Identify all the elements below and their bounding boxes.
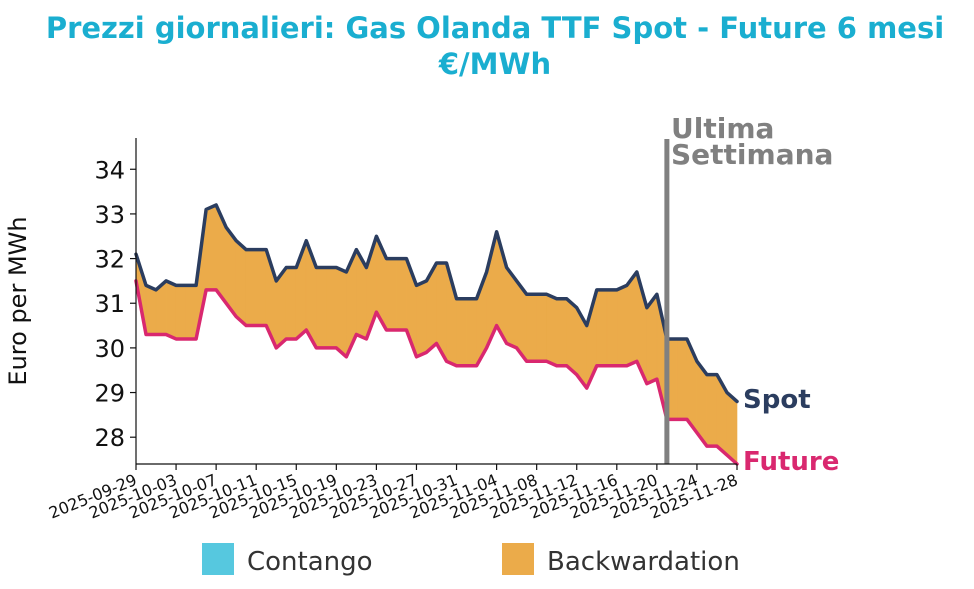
y-tick-label: 28 [94,424,125,452]
spread-fill-segment [596,289,608,367]
y-tick-label: 34 [94,156,125,184]
legend: Contango Backwardation [202,543,740,577]
legend-swatch-backwardation [502,543,534,575]
spread-fill-segment [706,374,718,447]
spread-fill-segment [566,298,578,376]
future-end-label: Future [743,447,839,477]
spread-fill-segment [616,284,628,367]
spread-fill-segment [285,267,297,340]
spread-fill-segment [235,240,247,327]
spread-fill-segment [396,258,407,331]
spread-fill-segment [326,267,337,349]
annotation-line-1: Ultima [671,112,774,145]
y-axis-label: Euro per MWh [4,216,32,385]
spread-fill-segment [145,284,157,335]
chart-title-line-2: €/MWh [438,47,551,81]
spread-fill-segment [556,298,568,367]
spread-fill-segment [456,298,467,367]
spread-fill-segment [315,267,327,349]
spread-fill-segment [245,249,257,326]
spread-fill-segment [526,294,537,362]
y-tick-label: 30 [94,335,125,363]
spread-fill-segment [466,298,477,367]
spread-fill-segment [185,285,197,340]
y-ticks: 28 29 30 31 32 33 34 [94,156,136,452]
legend-swatch-contango [202,543,234,575]
spread-fill-segment [336,267,347,358]
spread-fill-segment [205,204,217,291]
spread-fill-segment [606,289,618,367]
annotation-line-2: Settimana [671,138,833,171]
legend-label-contango: Contango [247,547,373,577]
spread-fill-segment [165,280,177,340]
spread-fill-segment [175,285,187,340]
spread-fill-segment [726,391,738,465]
spread-fill-segment [546,293,558,367]
spread-fill-segment [416,280,427,358]
plot-area [134,139,739,466]
spread-fill-segment [676,338,688,420]
y-tick-label: 33 [94,201,125,229]
spread-fill-segment [536,294,547,362]
x-ticks: 2025-09-292025-10-032025-10-072025-10-11… [46,464,740,523]
chart-title-line-1: Prezzi giornalieri: Gas Olanda TTF Spot … [46,11,944,45]
spot-end-label: Spot [743,385,811,415]
y-tick-label: 31 [94,290,125,318]
y-tick-label: 29 [94,380,125,408]
spread-fill-segment [386,258,397,331]
legend-label-backwardation: Backwardation [547,547,740,577]
y-tick-label: 32 [94,246,125,274]
spread-fill-segment [255,249,267,326]
